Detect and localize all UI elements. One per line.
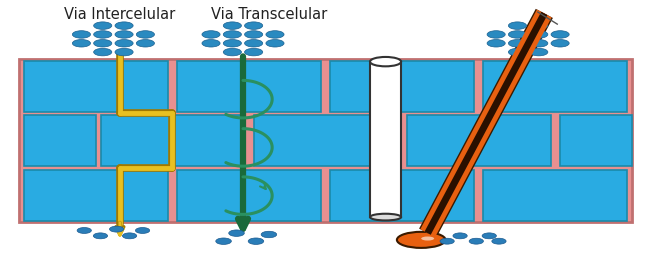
Circle shape <box>509 39 527 47</box>
Circle shape <box>115 31 133 38</box>
Circle shape <box>224 39 242 47</box>
Bar <box>24 61 168 111</box>
Circle shape <box>440 238 454 244</box>
Bar <box>100 115 244 166</box>
Circle shape <box>110 226 124 232</box>
Circle shape <box>135 228 150 233</box>
Circle shape <box>529 48 548 56</box>
Circle shape <box>529 39 548 47</box>
Circle shape <box>244 31 262 38</box>
Bar <box>330 61 474 111</box>
Circle shape <box>453 233 467 239</box>
Circle shape <box>244 22 262 29</box>
Circle shape <box>248 238 264 244</box>
Circle shape <box>94 39 112 47</box>
Circle shape <box>224 31 242 38</box>
Text: Via Transcelular: Via Transcelular <box>211 7 327 22</box>
Bar <box>560 115 632 166</box>
Circle shape <box>224 22 242 29</box>
Circle shape <box>529 22 548 29</box>
Circle shape <box>487 39 505 47</box>
Circle shape <box>509 48 527 56</box>
Bar <box>177 170 321 221</box>
Circle shape <box>136 39 154 47</box>
Circle shape <box>94 22 112 29</box>
Circle shape <box>244 48 262 56</box>
Circle shape <box>115 39 133 47</box>
Circle shape <box>482 233 496 239</box>
Circle shape <box>509 22 527 29</box>
Bar <box>24 170 168 221</box>
Circle shape <box>77 228 91 233</box>
Circle shape <box>94 48 112 56</box>
Circle shape <box>487 31 505 38</box>
Bar <box>370 62 401 217</box>
Bar <box>177 61 321 111</box>
Ellipse shape <box>370 214 401 220</box>
Ellipse shape <box>421 236 434 241</box>
Circle shape <box>93 233 108 239</box>
Circle shape <box>244 39 262 47</box>
Circle shape <box>551 31 569 38</box>
Bar <box>483 170 627 221</box>
Circle shape <box>551 39 569 47</box>
Ellipse shape <box>370 57 401 66</box>
Circle shape <box>73 39 91 47</box>
Circle shape <box>266 39 284 47</box>
Circle shape <box>216 238 231 244</box>
Circle shape <box>529 31 548 38</box>
Circle shape <box>94 31 112 38</box>
Bar <box>407 115 551 166</box>
Circle shape <box>115 48 133 56</box>
Circle shape <box>202 39 220 47</box>
Circle shape <box>136 31 154 38</box>
Circle shape <box>202 31 220 38</box>
Bar <box>19 59 632 222</box>
Circle shape <box>492 238 506 244</box>
Circle shape <box>115 22 133 29</box>
Bar <box>330 170 474 221</box>
Text: Via Intercelular: Via Intercelular <box>64 7 176 22</box>
Circle shape <box>509 31 527 38</box>
Bar <box>253 115 398 166</box>
Circle shape <box>229 230 244 236</box>
Ellipse shape <box>397 232 446 248</box>
Circle shape <box>469 238 483 244</box>
Circle shape <box>224 48 242 56</box>
Bar <box>24 115 96 166</box>
Circle shape <box>266 31 284 38</box>
Circle shape <box>122 233 137 239</box>
Circle shape <box>73 31 91 38</box>
Bar <box>483 61 627 111</box>
Circle shape <box>261 231 277 238</box>
